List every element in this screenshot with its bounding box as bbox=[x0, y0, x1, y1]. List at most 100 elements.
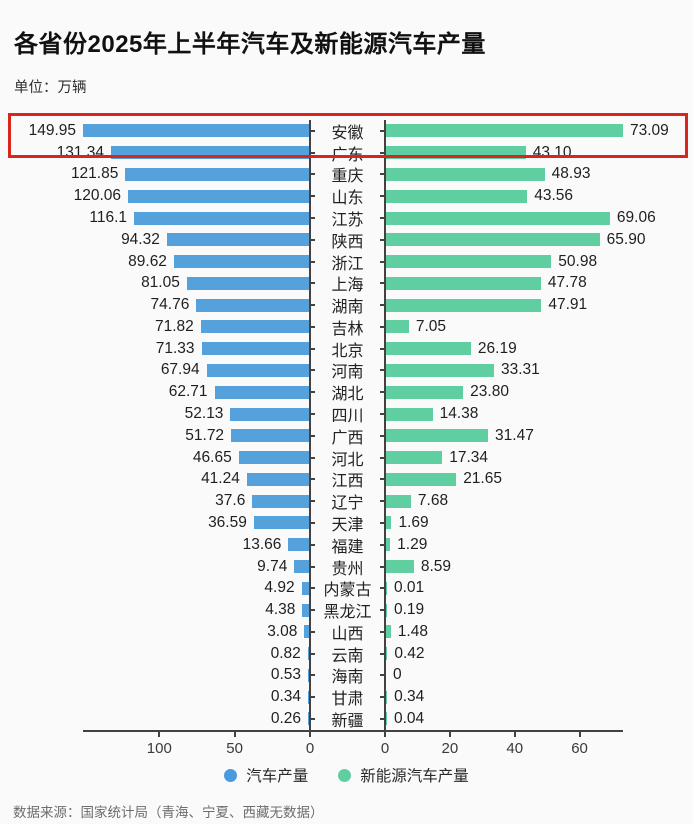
auto-production-cell: 0.53 bbox=[0, 665, 309, 687]
nev-value-label: 43.10 bbox=[532, 143, 572, 161]
province-label: 江西 bbox=[309, 469, 386, 490]
auto-production-bar bbox=[201, 342, 309, 356]
auto-production-cell: 0.26 bbox=[0, 708, 309, 730]
auto-value-label: 94.32 bbox=[121, 230, 160, 248]
province-label: 河南 bbox=[309, 360, 386, 381]
nev-value-label: 0 bbox=[393, 666, 402, 684]
nev-production-bar bbox=[386, 363, 494, 377]
nev-production-cell: 65.90 bbox=[386, 229, 693, 251]
province-label: 重庆 bbox=[309, 164, 386, 185]
nev-production-cell: 7.68 bbox=[386, 490, 693, 512]
auto-production-bar bbox=[214, 385, 309, 399]
auto-production-cell: 62.71 bbox=[0, 381, 309, 403]
legend: 汽车产量 新能源汽车产量 bbox=[0, 764, 693, 786]
province-label: 海南 bbox=[309, 665, 386, 686]
auto-production-bar bbox=[308, 668, 309, 682]
nev-value-label: 31.47 bbox=[495, 426, 534, 444]
axis-tick-mark bbox=[158, 731, 161, 737]
province-label: 广东 bbox=[309, 142, 386, 164]
auto-production-bar bbox=[238, 451, 309, 465]
legend-label-auto: 汽车产量 bbox=[246, 768, 309, 785]
nev-production-bar bbox=[386, 560, 414, 574]
chart-row: 0.34 甘肃 0.34 bbox=[0, 686, 693, 708]
auto-production-cell: 149.95 bbox=[0, 120, 309, 142]
province-label: 浙江 bbox=[309, 251, 386, 273]
auto-production-cell: 3.08 bbox=[0, 621, 309, 643]
auto-value-label: 67.94 bbox=[160, 361, 200, 379]
axis-tick-label: 20 bbox=[441, 740, 459, 757]
nev-value-label: 21.65 bbox=[463, 470, 502, 488]
nev-value-label: 50.98 bbox=[558, 252, 598, 270]
nev-production-bar bbox=[386, 494, 411, 508]
auto-value-label: 0.34 bbox=[270, 688, 301, 706]
auto-production-bar bbox=[294, 560, 309, 574]
auto-value-label: 0.82 bbox=[270, 644, 301, 662]
left-axis-line bbox=[309, 120, 311, 731]
nev-value-label: 17.34 bbox=[449, 448, 489, 466]
nev-production-cell: 47.78 bbox=[386, 272, 693, 294]
auto-value-label: 52.13 bbox=[184, 405, 224, 423]
nev-value-label: 47.78 bbox=[547, 274, 587, 292]
nev-production-cell: 69.06 bbox=[386, 207, 693, 229]
nev-production-bar bbox=[386, 647, 388, 661]
nev-production-cell: 48.93 bbox=[386, 164, 693, 186]
auto-value-label: 0.53 bbox=[270, 666, 301, 684]
auto-value-label: 81.05 bbox=[141, 274, 180, 292]
province-label: 甘肃 bbox=[309, 686, 386, 708]
nev-production-cell: 50.98 bbox=[386, 251, 693, 273]
nev-value-label: 47.91 bbox=[548, 296, 588, 314]
auto-value-label: 71.33 bbox=[155, 339, 195, 357]
province-label: 新疆 bbox=[309, 708, 386, 730]
auto-production-bar bbox=[253, 516, 309, 530]
chart-row: 71.33 北京 26.19 bbox=[0, 338, 693, 360]
nev-value-label: 8.59 bbox=[420, 557, 452, 575]
auto-production-cell: 71.82 bbox=[0, 316, 309, 338]
chart-row: 3.08 山西 1.48 bbox=[0, 621, 693, 643]
axis-tick-label: 40 bbox=[506, 740, 524, 757]
nev-production-bar bbox=[386, 233, 600, 247]
nev-value-label: 1.48 bbox=[397, 622, 428, 640]
auto-production-cell: 121.85 bbox=[0, 164, 309, 186]
auto-production-bar bbox=[134, 211, 309, 225]
nev-production-cell: 14.38 bbox=[386, 403, 693, 425]
nev-value-label: 26.19 bbox=[477, 339, 517, 357]
auto-production-cell: 41.24 bbox=[0, 469, 309, 491]
auto-value-label: 41.24 bbox=[201, 470, 240, 488]
province-label: 天津 bbox=[309, 512, 386, 534]
axis-tick-label: 0 bbox=[380, 740, 390, 757]
nev-production-cell: 17.34 bbox=[386, 447, 693, 469]
province-label: 吉林 bbox=[309, 316, 386, 338]
auto-value-label: 121.85 bbox=[70, 165, 119, 183]
nev-production-bar bbox=[386, 320, 409, 334]
auto-production-bar bbox=[173, 255, 309, 269]
nev-production-bar bbox=[386, 211, 610, 225]
auto-production-bar bbox=[307, 647, 309, 661]
auto-production-bar bbox=[304, 625, 309, 639]
bottom-axis-line bbox=[83, 730, 623, 732]
auto-production-bar bbox=[206, 363, 309, 377]
nev-production-cell: 26.19 bbox=[386, 338, 693, 360]
chart-row: 74.76 湖南 47.91 bbox=[0, 294, 693, 316]
nev-production-bar bbox=[386, 429, 489, 443]
chart-row: 4.92 内蒙古 0.01 bbox=[0, 577, 693, 599]
auto-production-bar bbox=[308, 712, 309, 726]
chart-row: 131.34 广东 43.10 bbox=[0, 142, 693, 164]
nev-production-cell: 0.42 bbox=[386, 643, 693, 665]
data-source: 数据来源：国家统计局（青海、宁夏、西藏无数据） bbox=[13, 805, 324, 820]
nev-value-label: 23.80 bbox=[470, 383, 509, 401]
auto-production-bar bbox=[196, 298, 309, 312]
nev-production-bar bbox=[386, 255, 552, 269]
axis-tick-label: 50 bbox=[226, 740, 243, 757]
chart-row: 13.66 福建 1.29 bbox=[0, 534, 693, 556]
nev-production-cell: 0.01 bbox=[386, 577, 693, 599]
nev-value-label: 7.05 bbox=[415, 317, 447, 335]
auto-production-cell: 13.66 bbox=[0, 534, 309, 556]
province-label: 陕西 bbox=[309, 229, 386, 251]
chart-row: 67.94 河南 33.31 bbox=[0, 360, 693, 381]
nev-production-bar bbox=[386, 167, 545, 181]
chart-row: 37.6 辽宁 7.68 bbox=[0, 490, 693, 512]
chart-row: 51.72 广西 31.47 bbox=[0, 425, 693, 447]
nev-production-bar bbox=[386, 124, 623, 138]
nev-production-cell: 1.48 bbox=[386, 621, 693, 643]
auto-value-label: 13.66 bbox=[242, 535, 282, 553]
